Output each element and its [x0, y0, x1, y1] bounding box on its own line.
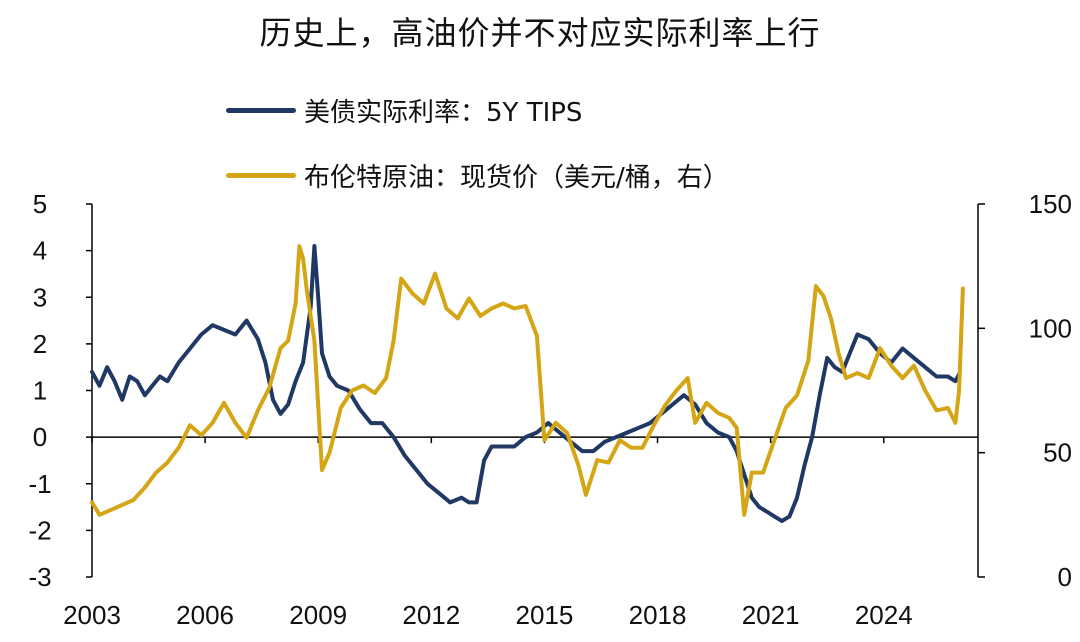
- left-tick-label: -1: [28, 469, 51, 499]
- left-tick-label: 2: [33, 329, 47, 359]
- x-tick-label: 2006: [176, 600, 234, 630]
- left-tick-label: 5: [33, 189, 47, 219]
- x-tick-label: 2018: [629, 600, 687, 630]
- right-tick-label: 50: [1043, 438, 1072, 468]
- left-tick-label: -2: [28, 515, 51, 545]
- right-tick-label: 0: [1058, 562, 1072, 592]
- left-tick-label: 0: [33, 422, 47, 452]
- left-tick-label: 3: [33, 282, 47, 312]
- right-tick-label: 150: [1029, 189, 1072, 219]
- right-tick-label: 100: [1029, 313, 1072, 343]
- x-tick-label: 2003: [63, 600, 121, 630]
- series-line-tips: [90, 244, 962, 523]
- left-tick-label: -3: [28, 562, 51, 592]
- x-tick-label: 2012: [402, 600, 460, 630]
- x-tick-label: 2009: [289, 600, 347, 630]
- left-tick-label: 4: [33, 236, 47, 266]
- x-tick-label: 2015: [516, 600, 574, 630]
- series-line-brent: [90, 244, 965, 517]
- chart-title: 历史上，高油价并不对应实际利率上行: [259, 14, 821, 52]
- legend-item-tips: 美债实际利率：5Y TIPS: [226, 90, 582, 130]
- legend-swatch-brent: [226, 172, 296, 178]
- legend-label-brent: 布伦特原油：现货价（美元/桶，右）: [304, 162, 729, 193]
- legend-swatch-tips: [226, 107, 296, 113]
- x-tick-label: 2021: [742, 600, 800, 630]
- legend-item-brent: 布伦特原油：现货价（美元/桶，右）: [226, 155, 729, 195]
- legend-label-tips: 美债实际利率：5Y TIPS: [304, 97, 583, 128]
- left-tick-label: 1: [33, 376, 47, 406]
- x-tick-label: 2024: [855, 600, 913, 630]
